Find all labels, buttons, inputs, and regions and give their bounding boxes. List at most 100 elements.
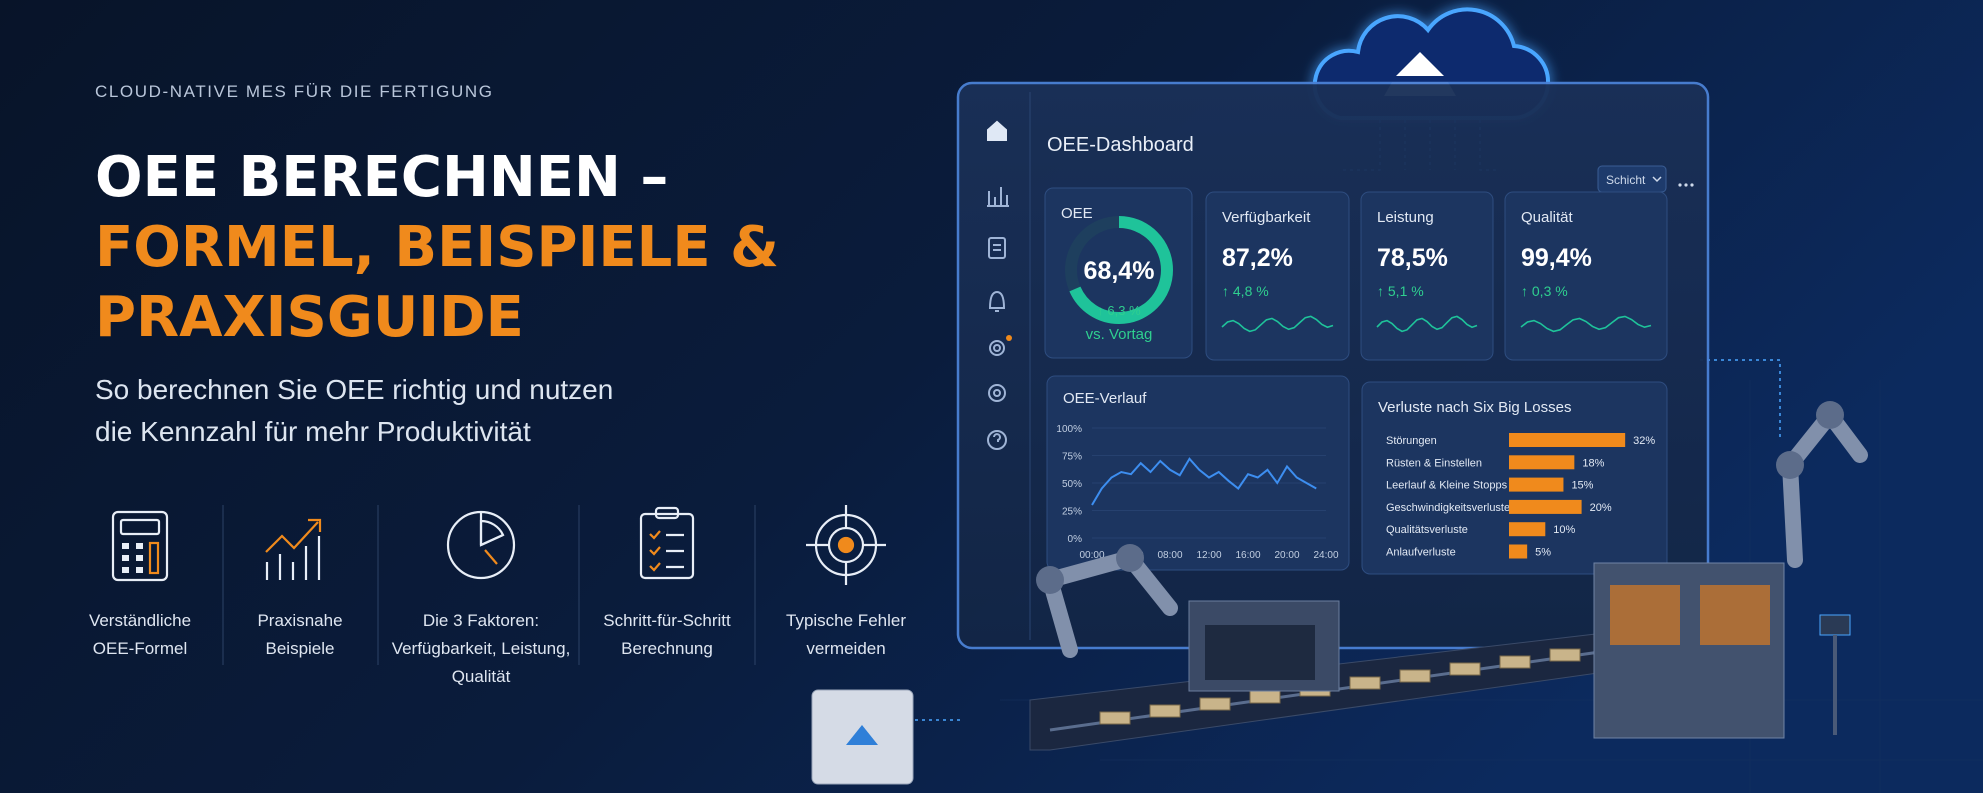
dashboard-title: OEE-Dashboard xyxy=(1047,134,1194,156)
bar xyxy=(1509,499,1582,514)
sidebar-icons-part[interactable] xyxy=(987,187,1009,207)
feature-icons-part-part xyxy=(122,567,129,573)
kpi-label: OEE xyxy=(1061,205,1093,222)
chart-title: OEE-Verlauf xyxy=(1063,390,1147,407)
factory-part-part xyxy=(1040,548,1178,658)
feature-icons-part xyxy=(265,536,321,580)
y-tick-label: 50% xyxy=(1062,479,1082,490)
feature-icons-part-part xyxy=(136,567,143,573)
bar-label: Leerlauf & Kleine Stopps xyxy=(1386,480,1508,492)
factory-part-part xyxy=(1781,401,1868,568)
kpi-value: 87,2% xyxy=(1222,244,1293,272)
factory-part-part xyxy=(1499,655,1531,669)
factory-part-part xyxy=(1816,401,1844,429)
factory-part-part xyxy=(1399,669,1431,683)
more-menu[interactable] xyxy=(1678,183,1694,187)
bar xyxy=(1509,477,1564,492)
y-tick-label: 100% xyxy=(1056,424,1082,435)
sidebar-icons-part[interactable] xyxy=(1006,335,1012,341)
factory xyxy=(811,401,1868,785)
bar-label: Rüsten & Einstellen xyxy=(1386,457,1482,469)
feature-dividers xyxy=(222,505,756,665)
factory-part xyxy=(1610,585,1680,645)
bar-label: Geschwindigkeitsverluste xyxy=(1386,502,1510,514)
y-tick-label: 25% xyxy=(1062,507,1082,518)
x-tick-label: 12:00 xyxy=(1196,550,1221,561)
more-menu-part[interactable] xyxy=(1678,183,1682,187)
feature-label: Praxisnahe xyxy=(257,611,342,630)
factory-part-part xyxy=(1549,648,1581,662)
bar xyxy=(1509,544,1528,559)
kpi-value: 78,5% xyxy=(1377,244,1448,272)
feature-icons-part xyxy=(148,541,160,575)
factory-part-part xyxy=(1776,451,1804,479)
feature-icons-part xyxy=(666,533,684,569)
sidebar-icons-part[interactable] xyxy=(989,340,1005,356)
sidebar-icons-part[interactable] xyxy=(993,389,1001,397)
shift-label[interactable]: Schicht xyxy=(1606,173,1646,187)
feature-icons-part xyxy=(308,518,322,532)
y-tick-label: 75% xyxy=(1062,452,1082,463)
bar-value-label: 32% xyxy=(1633,435,1655,447)
sidebar-icons-part[interactable] xyxy=(987,120,1007,141)
sparkline xyxy=(1221,315,1334,333)
bar xyxy=(1509,522,1546,537)
bar-label: Anlaufverluste xyxy=(1386,547,1456,559)
feature-icons-part-part xyxy=(136,555,143,561)
factory-part-part xyxy=(1149,704,1181,718)
title-line: PRAXISGUIDE xyxy=(95,285,524,350)
kpi-delta: ↑ 4,8 % xyxy=(1222,283,1269,299)
subtitle-line: So berechnen Sie OEE richtig und nutzen xyxy=(95,374,613,405)
bar-value-label: 18% xyxy=(1582,457,1604,469)
shift-caret[interactable] xyxy=(1652,176,1662,183)
feature-label: Verfügbarkeit, Leistung, xyxy=(392,639,571,658)
sparkline xyxy=(1376,315,1478,333)
bar-value-label: 10% xyxy=(1553,524,1575,536)
sidebar-icons-part[interactable] xyxy=(993,344,1001,352)
feature-label: Qualität xyxy=(452,667,511,686)
sidebar-icons[interactable] xyxy=(987,120,1012,450)
feature-icons-part xyxy=(119,518,161,536)
feature-label: vermeiden xyxy=(806,639,885,658)
more-menu-part[interactable] xyxy=(1684,183,1688,187)
x-tick-label: 00:00 xyxy=(1079,550,1104,561)
feature-label: OEE-Formel xyxy=(93,639,187,658)
features: Verständliche OEE-Formel Praxisnahe Beispie… xyxy=(89,611,906,686)
factory-part xyxy=(1040,401,1868,658)
bar xyxy=(1509,433,1626,447)
feature-label: Berechnung xyxy=(621,639,713,658)
feature-icons-part xyxy=(654,506,680,520)
sidebar-icons-part[interactable] xyxy=(988,290,1006,312)
sidebar-icons-part[interactable] xyxy=(993,433,1001,442)
kpi-value: 68,4% xyxy=(1084,257,1155,285)
factory-part xyxy=(1099,648,1581,725)
card xyxy=(1046,375,1350,571)
feature-icons-part xyxy=(480,533,504,547)
sidebar-icons-part[interactable] xyxy=(993,244,1001,251)
factory-part xyxy=(1205,625,1315,680)
bar-label: Störungen xyxy=(1386,435,1437,447)
feature-icons-part-part xyxy=(122,543,129,549)
bar-label: Qualitätsverluste xyxy=(1386,524,1468,536)
factory-part-part xyxy=(1116,544,1144,572)
bar-value-label: 15% xyxy=(1571,480,1593,492)
feature-label: Schritt-für-Schritt xyxy=(603,611,731,630)
sidebar-icons-part[interactable] xyxy=(987,430,1007,450)
more-menu-part[interactable] xyxy=(1690,183,1694,187)
chart-title: Verluste nach Six Big Losses xyxy=(1378,399,1571,416)
kpi-label: Leistung xyxy=(1377,209,1434,226)
factory-part-part xyxy=(1199,697,1231,711)
feature-label: Typische Fehler xyxy=(786,611,906,630)
feature-icons-part-part xyxy=(122,555,129,561)
gauge-arc xyxy=(1065,216,1173,324)
sidebar-icons-part[interactable] xyxy=(988,237,1006,259)
kpi-note: vs. Vortag xyxy=(1086,326,1153,343)
kpi-delta: ↑ 0,3 % xyxy=(1521,283,1568,299)
sidebar-icons-part[interactable] xyxy=(988,384,1006,402)
feature-icons-part xyxy=(827,526,865,564)
subtitle-line: die Kennzahl für mehr Produktivität xyxy=(95,416,531,447)
trend-line xyxy=(1091,457,1317,506)
feature-label: Die 3 Faktoren: xyxy=(423,611,539,630)
factory-part xyxy=(1819,614,1851,636)
